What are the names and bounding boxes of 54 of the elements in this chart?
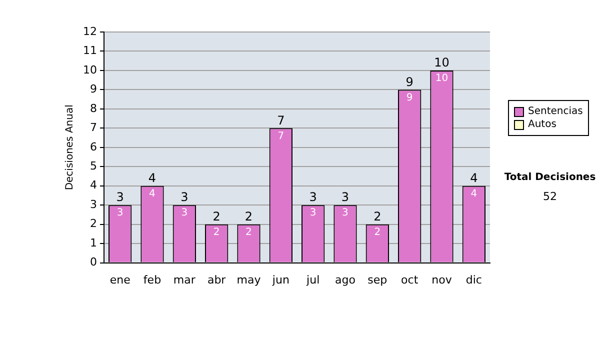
x-tick-label: nov bbox=[432, 273, 452, 286]
y-tick-label: 9 bbox=[90, 82, 97, 96]
y-tick-label: 3 bbox=[90, 198, 97, 211]
data-label: 3 bbox=[342, 208, 348, 219]
x-tick-label: feb bbox=[143, 273, 162, 286]
data-label: 2 bbox=[374, 226, 381, 238]
total-label: 4 bbox=[470, 170, 478, 185]
y-axis-title: Decisiones Anual bbox=[64, 104, 76, 190]
y-tick-label: 5 bbox=[90, 159, 97, 172]
data-label: 4 bbox=[470, 188, 478, 200]
total-label: 2 bbox=[244, 209, 253, 224]
total-label: 10 bbox=[434, 56, 450, 70]
data-label: 10 bbox=[435, 73, 448, 84]
y-tick-label: 10 bbox=[82, 63, 97, 76]
legend-label: Autos bbox=[528, 118, 556, 131]
total-label: 7 bbox=[277, 113, 285, 128]
data-label: 3 bbox=[310, 208, 316, 219]
data-label: 3 bbox=[116, 208, 124, 219]
x-tick-label: abr bbox=[207, 273, 226, 286]
x-tick-label: dic bbox=[466, 273, 482, 286]
x-tick-label: ene bbox=[110, 273, 131, 286]
y-tick-label: 12 bbox=[82, 24, 97, 38]
x-tick-label: mar bbox=[173, 273, 196, 286]
total-label: 2 bbox=[212, 209, 220, 224]
x-tick-label: ago bbox=[335, 273, 356, 286]
y-tick-label: 6 bbox=[90, 140, 97, 154]
total-label: 3 bbox=[116, 190, 124, 204]
data-label: 2 bbox=[246, 226, 252, 238]
x-tick-label: jul bbox=[306, 273, 320, 286]
text: 52 bbox=[542, 190, 558, 203]
total-label: 3 bbox=[180, 190, 188, 204]
x-tick-label: oct bbox=[401, 273, 419, 286]
text: Total Decisiones bbox=[503, 172, 597, 183]
x-tick-label: jun bbox=[271, 273, 290, 286]
total-label: 3 bbox=[341, 190, 350, 204]
y-tick-label: 8 bbox=[90, 102, 97, 115]
y-tick-label: 11 bbox=[82, 44, 97, 58]
y-tick-label: 0 bbox=[90, 256, 97, 269]
total-label: 9 bbox=[406, 74, 414, 89]
data-label: 3 bbox=[181, 208, 188, 219]
data-label: 7 bbox=[278, 130, 284, 142]
total-label: 2 bbox=[374, 209, 382, 224]
total-label: 4 bbox=[148, 170, 156, 185]
legend-label: Sentencias bbox=[528, 105, 583, 118]
data-label: 4 bbox=[149, 188, 156, 200]
x-tick-label: sep bbox=[368, 273, 388, 286]
data-label: 2 bbox=[213, 226, 220, 238]
total-label: 3 bbox=[309, 190, 317, 204]
y-tick-label: 7 bbox=[90, 121, 97, 134]
y-tick-label: 2 bbox=[90, 217, 97, 230]
data-label: 9 bbox=[406, 92, 413, 104]
y-tick-label: 4 bbox=[90, 178, 97, 192]
x-tick-label: may bbox=[236, 273, 262, 286]
y-tick-label: 1 bbox=[90, 236, 97, 250]
